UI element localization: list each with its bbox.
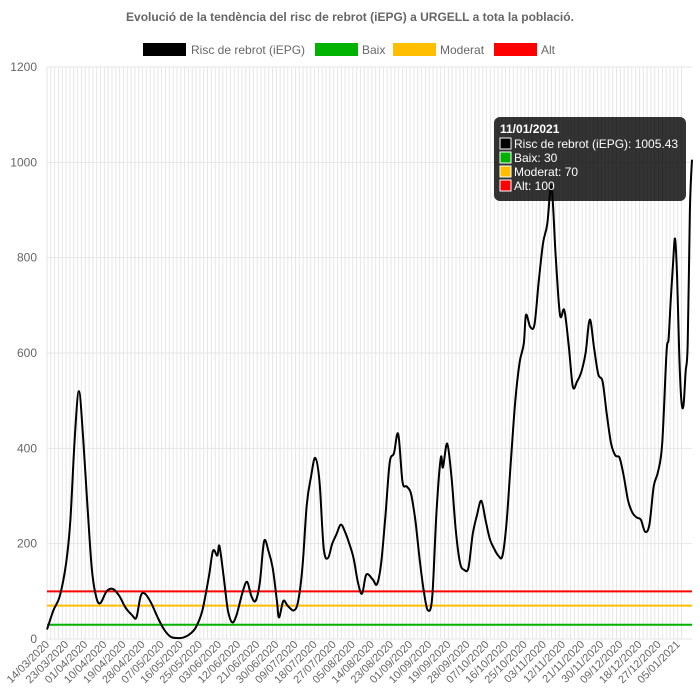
tooltip-line: Moderat: 70 — [514, 165, 578, 179]
legend-swatch — [393, 43, 436, 56]
y-tick-label: 400 — [17, 441, 37, 455]
legend-label: Alt — [541, 43, 556, 57]
x-axis: 14/03/202023/03/202001/04/202010/04/2020… — [5, 639, 683, 686]
tooltip-swatch — [499, 179, 512, 192]
y-tick-label: 800 — [17, 251, 37, 265]
legend: Risc de rebrot (iEPG) Baix Moderat Alt — [143, 43, 556, 57]
y-tick-label: 1000 — [10, 155, 37, 169]
tooltip-line: Baix: 30 — [514, 151, 558, 165]
tooltip-swatch — [499, 165, 512, 178]
chart-title: Evolució de la tendència del risc de reb… — [126, 10, 574, 24]
series-layer — [46, 159, 693, 640]
tooltip-line: Risc de rebrot (iEPG): 1005.43 — [514, 137, 678, 151]
legend-label: Baix — [362, 43, 385, 57]
tooltip-swatch — [499, 137, 512, 150]
y-tick-label: 0 — [30, 632, 37, 646]
tooltip-swatch — [499, 151, 512, 164]
series-line-iepg — [46, 159, 693, 640]
legend-swatch — [143, 43, 186, 56]
y-tick-label: 200 — [17, 537, 37, 551]
y-axis: 0 200 400 600 800 1000 1200 — [10, 60, 37, 646]
legend-swatch — [315, 43, 358, 56]
legend-label: Moderat — [440, 43, 485, 57]
tooltip-line: Alt: 100 — [514, 179, 555, 193]
legend-label: Risc de rebrot (iEPG) — [191, 43, 305, 57]
legend-swatch — [494, 43, 537, 56]
tooltip-box — [494, 117, 686, 201]
y-tick-label: 600 — [17, 346, 37, 360]
tooltip-title: 11/01/2021 — [500, 122, 560, 136]
y-tick-label: 1200 — [10, 60, 37, 74]
